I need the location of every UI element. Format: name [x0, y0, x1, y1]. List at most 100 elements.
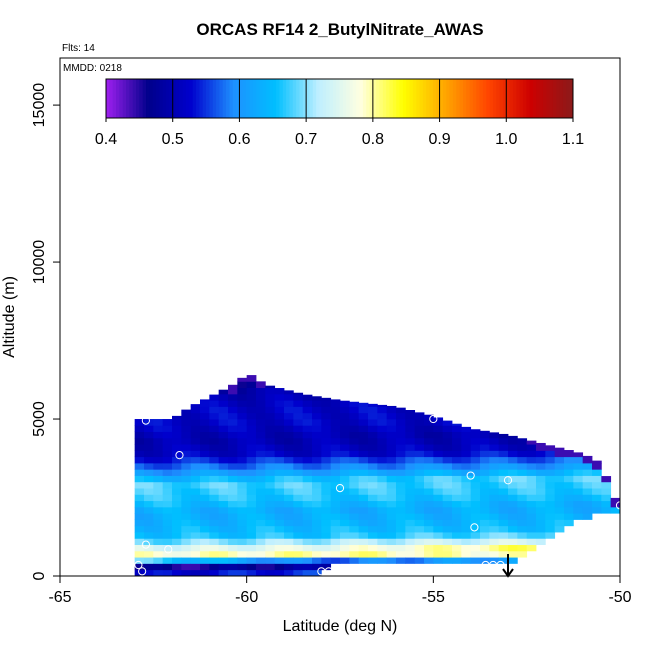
heatmap-cell [330, 419, 341, 426]
heatmap-cell [508, 444, 518, 451]
heatmap-cell [489, 519, 500, 527]
heatmap-cell [489, 513, 500, 520]
heatmap-cell [368, 500, 378, 508]
heatmap-cell [452, 456, 462, 464]
heatmap-cell [358, 456, 369, 464]
heatmap-cell [162, 444, 173, 451]
heatmap-cell [405, 550, 416, 558]
heatmap-cell [461, 456, 472, 464]
heatmap-cell [134, 525, 145, 533]
heatmap-cell [452, 475, 462, 483]
colorbar-tick-label: 0.8 [362, 131, 384, 148]
heatmap-cell [172, 538, 182, 546]
colorbar-segment [502, 79, 507, 118]
heatmap-cell [349, 444, 360, 451]
heatmap-cell [209, 425, 220, 432]
heatmap-cell [200, 519, 210, 527]
heatmap-cell [470, 475, 481, 483]
heatmap-cell [134, 450, 145, 458]
heatmap-cell [321, 519, 332, 527]
heatmap-cell [209, 431, 220, 439]
heatmap-cell [181, 532, 192, 539]
heatmap-cell [218, 532, 229, 539]
heatmap-cell [209, 544, 220, 552]
heatmap-cell [237, 462, 248, 470]
heatmap-cell [312, 469, 322, 476]
heatmap-cell [228, 462, 238, 470]
heatmap-cell [200, 469, 210, 476]
heatmap-cell [228, 569, 238, 577]
heatmap-cell [461, 494, 472, 502]
heatmap-cell [162, 519, 173, 527]
heatmap-cell [424, 500, 434, 508]
heatmap-cell [144, 469, 154, 476]
colorbar-segment [399, 79, 404, 118]
heatmap-cell [386, 405, 397, 407]
heatmap-cell [265, 393, 276, 401]
heatmap-cell [480, 500, 490, 508]
colorbar-segment [112, 79, 117, 118]
heatmap-cell [461, 481, 472, 489]
heatmap-cell [592, 475, 602, 483]
heatmap-cell [274, 488, 285, 495]
heatmap-cell [349, 425, 360, 432]
heatmap-cell [526, 506, 537, 514]
heatmap-cell [358, 519, 369, 527]
heatmap-cell [144, 456, 154, 464]
heatmap-cell [302, 450, 313, 458]
heatmap-cell [536, 462, 546, 470]
heatmap-cell [349, 450, 360, 458]
heatmap-cell [545, 481, 556, 489]
heatmap-cell [256, 387, 266, 395]
heatmap-cell [545, 500, 556, 508]
colorbar-segment [562, 79, 567, 118]
heatmap-cell [508, 488, 518, 495]
heatmap-cell [237, 481, 248, 489]
heatmap-cell [386, 506, 397, 514]
heatmap-cell [153, 525, 164, 533]
heatmap-cell [330, 525, 341, 533]
heatmap-cell [330, 513, 341, 520]
heatmap-cell [172, 425, 182, 432]
heatmap-cell [228, 519, 238, 527]
heatmap-cell [330, 437, 341, 445]
heatmap-cell [228, 538, 238, 546]
heatmap-cell [162, 569, 173, 577]
heatmap-cell [237, 419, 248, 426]
heatmap-cell [554, 519, 565, 527]
heatmap-cell [452, 506, 462, 514]
colorbar-segment [226, 79, 230, 118]
heatmap-cell [396, 488, 406, 495]
heatmap-cell [368, 444, 378, 451]
heatmap-cell [554, 475, 565, 483]
y-axis-label: Altitude (m) [1, 276, 18, 358]
heatmap-cell [218, 550, 229, 558]
heatmap-cell [237, 544, 248, 552]
heatmap-cell [564, 462, 574, 470]
colorbar: 0.4 0.5 0.6 0.7 0.8 0.9 1.0 1.1 [95, 78, 584, 148]
heatmap-cell [489, 462, 500, 470]
heatmap-cell [181, 412, 192, 420]
heatmap-cell [368, 475, 378, 483]
heatmap-cell [424, 538, 434, 546]
heatmap-cell [442, 425, 453, 432]
heatmap-cell [340, 513, 350, 520]
heatmap-cell [172, 444, 182, 451]
heatmap-cell [461, 488, 472, 495]
heatmap-cell [162, 563, 173, 571]
heatmap-cell [386, 412, 397, 420]
colorbar-segment [446, 79, 451, 118]
heatmap-cell [368, 437, 378, 445]
heatmap-cell [134, 431, 145, 439]
heatmap-cell [508, 550, 518, 558]
heatmap-cell [321, 563, 332, 571]
heatmap-cell [321, 397, 332, 401]
heatmap-cell [312, 444, 322, 451]
heatmap-cell [302, 431, 313, 439]
heatmap-cell [246, 419, 257, 426]
heatmap-cell [162, 513, 173, 520]
heatmap-cell [265, 469, 276, 476]
colorbar-segment [322, 79, 327, 118]
heatmap-cell [256, 475, 266, 483]
heatmap-cell [405, 544, 416, 552]
